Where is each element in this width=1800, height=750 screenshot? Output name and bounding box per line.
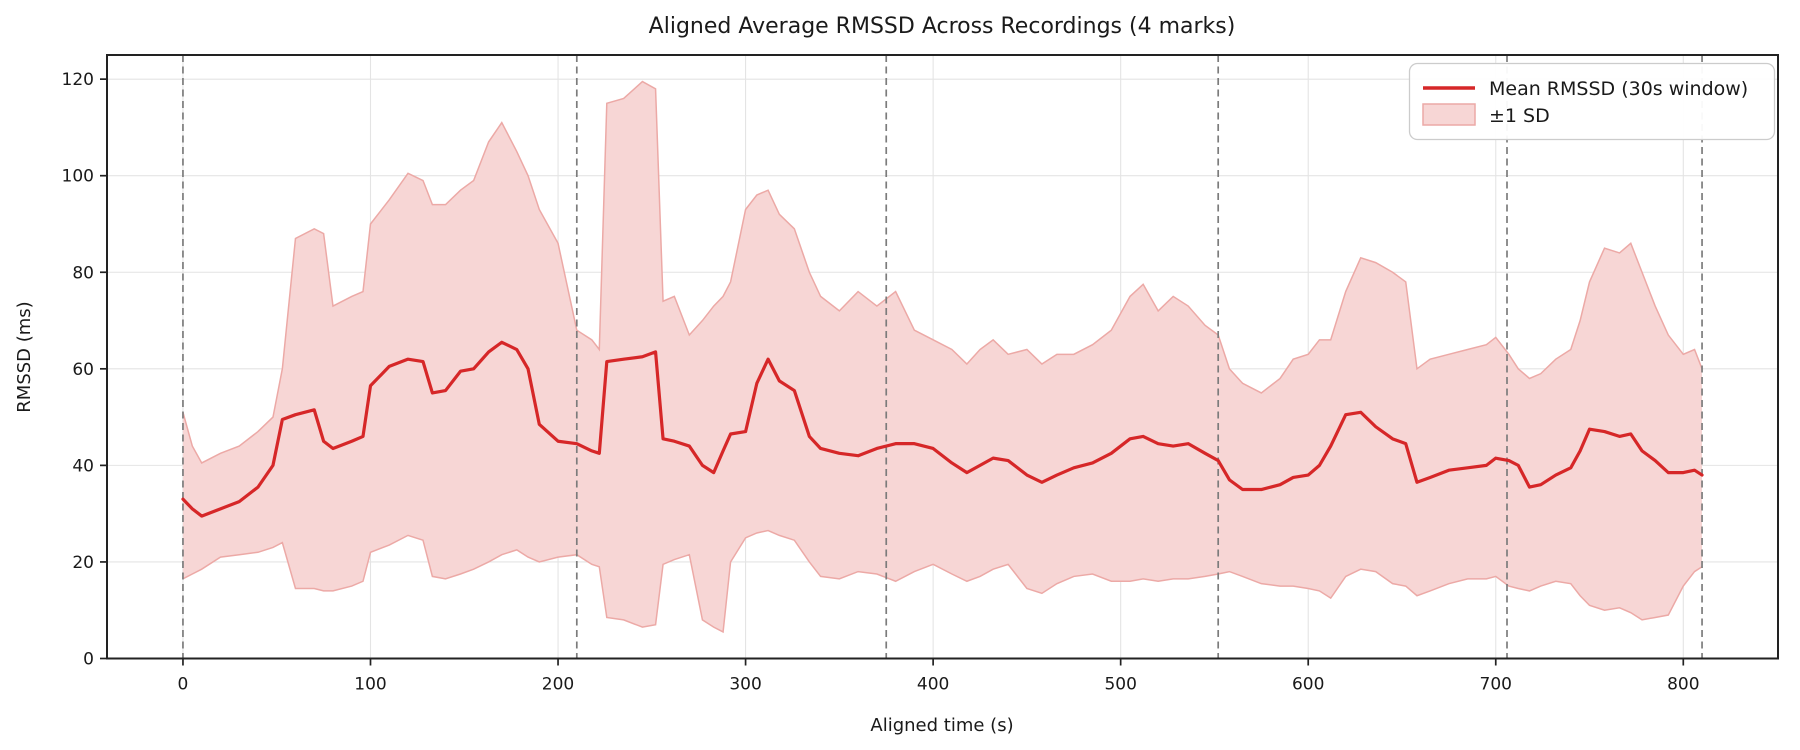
mean-line [181, 340, 1704, 518]
y-tick-label: 100 [62, 167, 94, 187]
legend-label-mean: Mean RMSSD (30s window) [1489, 78, 1748, 100]
x-tick-label: 200 [542, 675, 574, 695]
legend-label-sd: ±1 SD [1489, 105, 1550, 127]
legend-patch-swatch [1422, 103, 1476, 126]
sd-band-lower-edge [182, 529, 1703, 634]
plot-spines [106, 54, 1779, 660]
x-tick-label: 100 [354, 675, 386, 695]
y-tick-label: 0 [83, 650, 94, 670]
legend: Mean RMSSD (30s window) ±1 SD [1408, 62, 1776, 141]
mean-rmssd-line [181, 340, 1704, 518]
x-tick-label: 800 [1667, 675, 1699, 695]
x-tick-label: 500 [1104, 675, 1136, 695]
x-tick-label: 600 [1292, 675, 1324, 695]
y-tick-label: 40 [72, 456, 94, 476]
y-tick-label: 120 [62, 70, 94, 90]
y-tick-label: 80 [72, 263, 94, 283]
legend-box [1408, 62, 1776, 141]
y-tick-label: 20 [72, 553, 94, 573]
sd-band-upper-edge [182, 80, 1703, 464]
sd-band-area [182, 81, 1703, 632]
sd-band [182, 80, 1703, 634]
y-tick-label: 60 [72, 360, 94, 380]
x-tick-label: 700 [1480, 675, 1512, 695]
x-tick-label: 300 [729, 675, 761, 695]
axes-and-ticks: 0 100 200 300 400 500 600 700 800 0 20 40 60 80 100 120 [62, 54, 1779, 695]
x-axis-label: Aligned time (s) [870, 715, 1013, 736]
x-tick-label: 400 [917, 675, 949, 695]
chart-title: Aligned Average RMSSD Across Recordings … [649, 14, 1236, 39]
x-tick-label: 0 [178, 675, 189, 695]
mark-lines [182, 55, 1703, 659]
y-axis-label: RMSSD (ms) [14, 301, 35, 412]
